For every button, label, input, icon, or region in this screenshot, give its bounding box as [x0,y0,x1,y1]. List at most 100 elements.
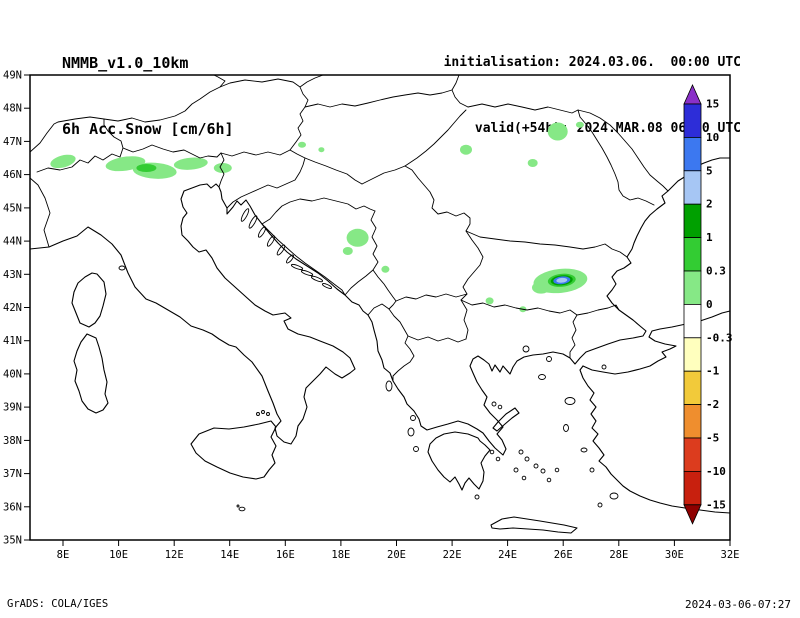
header-left: NMMB_v1.0_10km 6h Acc.Snow [cm/6h] [62,8,234,184]
colorbar-label: 0 [706,298,713,311]
colorbar-arrow-bottom [683,504,702,525]
colorbar-label: 10 [706,131,719,144]
border-romania-ukraine [467,103,579,114]
y-tick-label: 47N [3,136,22,148]
y-tick-label: 39N [3,402,22,414]
border-austria-slovenia [220,149,291,157]
colorbar-label: -15 [706,498,726,511]
border-serbia-bulgaria [460,230,484,301]
border-bulgaria-greece-turkey [460,299,620,316]
border-croatia-bosnia-south [261,223,346,296]
island-hvar [300,270,314,276]
colorbar-label: -2 [706,398,719,411]
island-mykonos [533,463,539,469]
colorbar-label: 1 [706,231,713,244]
island-kornati [276,244,286,256]
border-italy-austria [122,144,222,159]
colorbar-segment [683,437,702,472]
border-slovakia-ukraine [451,74,460,91]
snow-patch-carpathians-3 [527,159,538,167]
colorbar-label: 5 [706,164,713,177]
island-korcula [310,275,324,283]
island-syros [554,467,560,473]
border-serbia-bosnia-drina [370,210,397,302]
colorbar-segment [683,370,702,406]
border-italy-slovenia [218,152,225,188]
border-ukraine-hungary [451,89,469,108]
coastlines [29,157,731,534]
island-kythira [474,494,480,500]
island-corfu [385,380,393,392]
snow-shading-layer [50,121,588,313]
snow-patch-stara-planina-core [556,277,568,283]
island-kea [513,467,519,473]
coastline-turkey-aegean [579,365,731,514]
snow-patch-alps-4 [213,163,232,173]
colorbar-label: 2 [706,198,713,211]
colorbar-label: -10 [706,465,726,478]
border-albania-macedonia [388,308,409,337]
x-tick-label: 14E [220,549,239,561]
colorbar-segment [683,303,702,339]
snow-patch-alps-green-core [136,164,157,172]
island-rhodes [609,492,619,500]
x-tick-label: 26E [554,549,573,561]
border-swiss-austria [103,118,124,149]
snow-patch-carpathians-2 [575,121,584,128]
colorbar-segment [683,270,702,305]
x-tick-label: 16E [276,549,295,561]
colorbar: 15 10 5 2 1 0.3 0 -0.3 -1 -2 -5 -10 -15 [683,84,733,525]
islands [118,208,619,512]
x-tick-label: 32E [721,549,740,561]
snow-patch-pannonia-speck-1 [298,141,306,148]
island-naxos [540,468,546,474]
island-skiathos [491,401,497,407]
island-kos [589,467,595,473]
border-austria-hungary [289,106,306,151]
border-kosovo-link [388,300,397,310]
island-cephalonia [407,427,415,437]
island-skopelos [497,404,503,410]
island-karpathos [597,502,603,508]
colorbar-segment [683,404,702,439]
colorbar-segment [683,470,702,506]
island-aeolian-1 [256,412,260,416]
y-tick-label: 45N [3,202,22,214]
border-hungary-serbia [361,165,406,185]
snow-patch-rila-speck [485,297,494,305]
colorbar-segment [683,237,702,272]
snow-patch-stara-planina-west [532,281,550,294]
island-solta [286,254,294,264]
colorbar-label: -1 [706,365,720,378]
coastline-mainland [29,157,731,456]
island-lemnos [538,374,546,380]
snow-patch-dinaric-speck [381,265,390,273]
x-tick-label: 10E [109,549,128,561]
border-slovakia-hungary [304,89,453,108]
border-slovenia-croatia [226,157,306,209]
island-andros [518,449,524,455]
border-macedonia-greece [407,335,467,343]
island-lefkada [410,415,416,421]
island-paros [521,475,527,481]
y-tick-label: 41N [3,335,22,347]
snow-patch-alps-west [50,154,76,169]
island-aeolian-2 [261,410,265,414]
border-hungary-romania [404,109,467,167]
island-lesbos [564,397,576,405]
snow-patch-carpathians-1 [547,122,568,141]
colorbar-label: 0.3 [706,265,726,278]
island-elba [118,265,126,271]
creation-timestamp: 2024-03-06-07:27 [685,598,791,611]
colorbar-label: 15 [706,98,719,111]
y-tick-label: 40N [3,368,22,380]
island-brac [290,264,304,270]
island-samothrace [546,356,552,362]
x-tick-label: 18E [331,549,350,561]
coastline-sardinia [73,333,109,414]
x-tick-label: 22E [443,549,462,561]
island-mljet [321,283,333,289]
coastline-peloponnese [427,431,491,491]
x-axis: 8E 10E 12E 14E 16E 18E 20E 22E 24E 26E 28E 30E 32E [57,540,740,561]
x-tick-label: 28E [609,549,628,561]
